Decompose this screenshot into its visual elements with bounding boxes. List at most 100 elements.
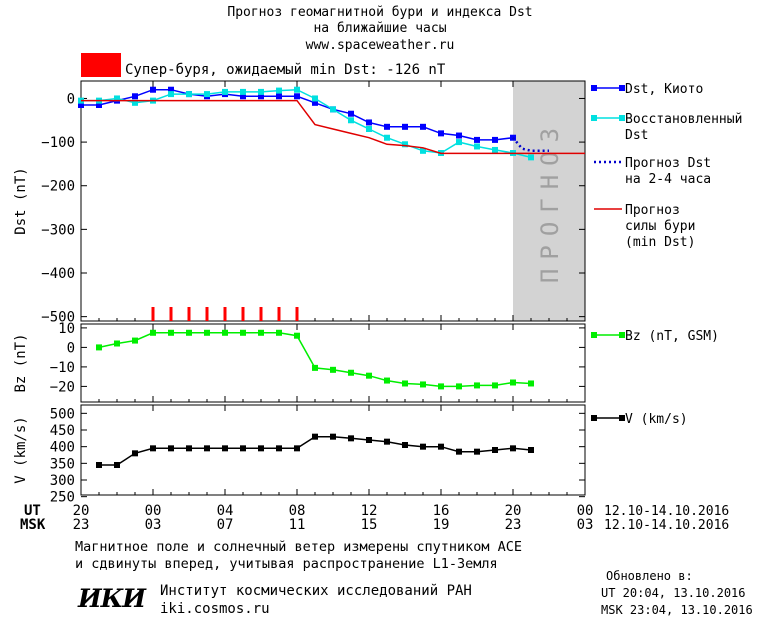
data-point-0-0 xyxy=(312,99,318,106)
page-title: Прогноз геомагнитной бури и индекса Dst xyxy=(227,5,533,20)
data-point-0-0 xyxy=(366,119,372,126)
data-point-2-0 xyxy=(132,450,138,457)
forecast-zone-label: ПРОГНОЗ xyxy=(536,119,564,283)
data-point-2-0 xyxy=(330,433,336,440)
data-point-2-0 xyxy=(492,447,498,453)
data-point-0-0 xyxy=(492,136,498,143)
y-tick-label: −300 xyxy=(41,222,75,238)
legend-storm-label-3: (min Dst) xyxy=(625,235,695,250)
data-point-0-0 xyxy=(420,123,426,130)
legend-v-swatch-marker xyxy=(619,415,625,421)
data-point-2-0 xyxy=(528,447,534,453)
data-point-2-0 xyxy=(348,435,354,442)
data-point-1-0 xyxy=(204,329,210,336)
y-tick-label: 250 xyxy=(50,490,75,506)
data-point-0-1 xyxy=(168,91,174,98)
data-point-0-0 xyxy=(96,102,102,108)
msk-tick-label: 15 xyxy=(361,517,378,533)
data-point-2-0 xyxy=(96,462,102,468)
data-point-2-0 xyxy=(294,445,300,452)
data-point-0-1 xyxy=(222,88,228,95)
data-point-1-0 xyxy=(510,379,516,386)
legend-forecast-label: Прогноз Dst xyxy=(625,156,711,171)
data-point-0-0 xyxy=(348,110,354,117)
data-point-2-0 xyxy=(240,445,246,452)
storm-severity-swatch xyxy=(81,53,121,77)
data-point-0-0 xyxy=(240,93,246,100)
legend-restored-swatch-marker xyxy=(591,115,597,121)
y-axis-label: Bz (nT) xyxy=(13,333,29,392)
data-point-2-0 xyxy=(168,445,174,452)
data-point-1-0 xyxy=(96,344,102,351)
y-tick-label: 300 xyxy=(50,473,75,489)
data-point-2-0 xyxy=(366,437,372,443)
legend-kyoto-swatch-marker xyxy=(591,85,597,91)
data-point-1-0 xyxy=(348,369,354,376)
legend-restored-label-2: Dst xyxy=(625,128,648,143)
y-tick-label: −10 xyxy=(50,360,75,376)
data-point-1-0 xyxy=(258,329,264,336)
data-point-0-1 xyxy=(402,141,408,148)
data-point-0-0 xyxy=(150,86,156,93)
y-tick-label: 450 xyxy=(50,423,75,439)
data-point-0-0 xyxy=(168,86,174,93)
data-point-2-0 xyxy=(438,443,444,450)
plot-frame xyxy=(80,80,586,322)
data-point-0-0 xyxy=(78,102,84,108)
y-axis-label: Dst (nT) xyxy=(13,167,29,234)
data-point-1-0 xyxy=(330,366,336,373)
y-tick-label: −500 xyxy=(41,310,75,326)
data-point-0-1 xyxy=(330,106,336,113)
ut-tick-label: 00 xyxy=(577,503,594,519)
msk-date-range: 12.10-14.10.2016 xyxy=(604,518,729,533)
data-point-1-0 xyxy=(366,372,372,379)
data-point-1-0 xyxy=(240,329,246,336)
y-tick-label: 350 xyxy=(50,456,75,472)
data-point-0-1 xyxy=(348,117,354,124)
data-point-1-0 xyxy=(438,383,444,390)
data-point-2-0 xyxy=(186,445,192,452)
data-point-0-1 xyxy=(420,147,426,154)
data-point-1-0 xyxy=(474,382,480,389)
legend-storm-label-2: силы бури xyxy=(625,219,695,234)
msk-tick-label: 23 xyxy=(73,517,90,533)
iki-logo: ИКИ xyxy=(78,584,146,613)
data-point-1-0 xyxy=(420,381,426,388)
site-url[interactable]: www.spaceweather.ru xyxy=(305,38,455,53)
data-point-2-0 xyxy=(402,442,408,448)
data-point-0-1 xyxy=(294,86,300,93)
data-point-0-0 xyxy=(294,93,300,100)
data-point-1-0 xyxy=(294,332,300,339)
ut-tick-label: 00 xyxy=(145,503,162,519)
institute-name: Институт космических исследований РАН xyxy=(160,583,472,599)
institute-site-link[interactable]: iki.cosmos.ru xyxy=(160,601,270,617)
legend-v-swatch-marker xyxy=(591,415,597,421)
series-line-0-3 xyxy=(81,99,585,155)
legend-forecast-label-2: на 2-4 часа xyxy=(625,172,711,187)
data-point-1-0 xyxy=(402,380,408,387)
data-point-1-0 xyxy=(528,380,534,387)
data-point-0-1 xyxy=(492,146,498,153)
series-line-1-0 xyxy=(98,332,532,388)
data-point-1-0 xyxy=(168,329,174,336)
y-tick-label: −400 xyxy=(41,266,75,282)
y-tick-label: 10 xyxy=(58,321,75,337)
data-point-0-1 xyxy=(474,143,480,150)
ut-tick-label: 20 xyxy=(505,503,522,519)
storm-forecast-label: Супер-буря, ожидаемый min Dst: -126 nT xyxy=(125,62,446,78)
forecast-zone xyxy=(513,81,585,321)
data-point-0-0 xyxy=(276,93,282,100)
page-subtitle: на ближайшие часы xyxy=(313,21,447,36)
series-line-2-0 xyxy=(99,435,532,466)
legend-kyoto-swatch-marker xyxy=(619,85,625,91)
msk-tick-label: 03 xyxy=(145,517,162,533)
plot-frame xyxy=(80,404,586,496)
data-point-0-1 xyxy=(276,87,282,94)
ut-tick-label: 12 xyxy=(361,503,378,519)
ut-tick-label: 04 xyxy=(217,503,234,519)
msk-tick-label: 07 xyxy=(217,517,234,533)
updated-msk-time: MSK 23:04, 13.10.2016 xyxy=(601,603,753,617)
footer-note-line2: и сдвинуты вперед, учитывая распростране… xyxy=(75,556,498,572)
data-point-0-0 xyxy=(438,130,444,137)
